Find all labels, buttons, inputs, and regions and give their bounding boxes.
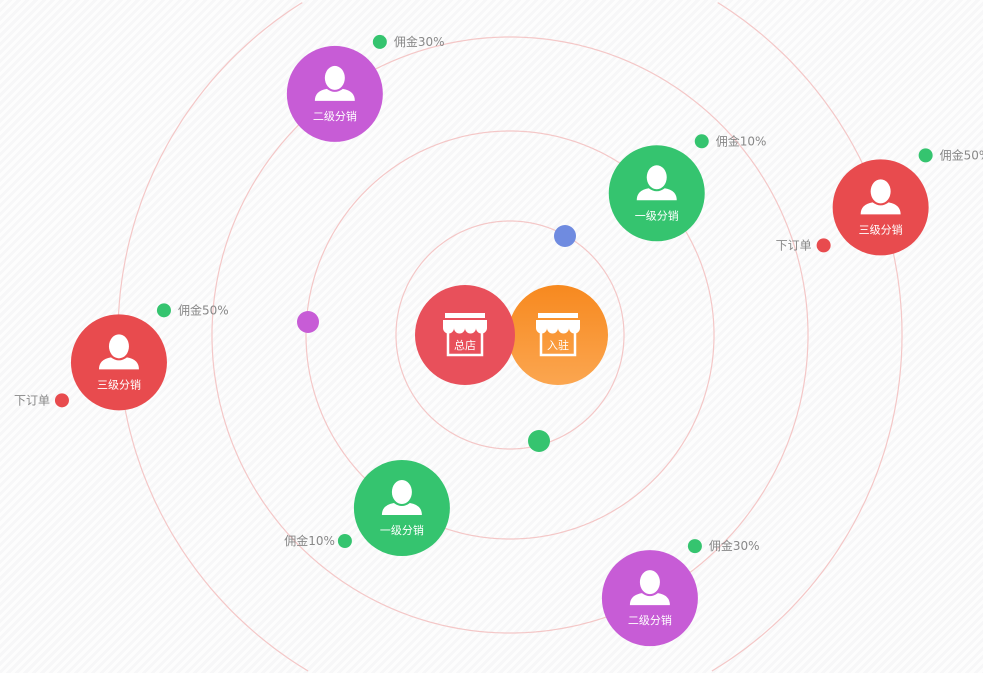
commission-dot (372, 34, 387, 49)
user-icon (98, 334, 139, 370)
distributor-node[interactable]: 一级分销 (353, 460, 450, 557)
user-icon (636, 165, 677, 201)
commission-dot (687, 539, 702, 554)
commission-label: 佣金10% (716, 133, 767, 148)
orbit-ring (305, 130, 715, 540)
order-badge: 下订单 (776, 238, 831, 253)
headquarters-node[interactable]: 总店 (415, 285, 515, 385)
distributor-node[interactable]: 二级分销 (286, 45, 383, 142)
orbit-dot (528, 430, 550, 452)
commission-badge: 佣金10% (694, 133, 767, 149)
order-label: 下订单 (776, 238, 812, 252)
user-icon (381, 480, 422, 516)
order-dot (816, 238, 831, 253)
node-label: 三级分销 (97, 377, 141, 391)
commission-label: 佣金10% (284, 533, 335, 548)
order-label: 下订单 (14, 393, 50, 407)
commission-dot (337, 534, 352, 549)
orbit-dot (297, 311, 319, 333)
store-label: 入驻 (547, 338, 569, 352)
user-icon (314, 65, 355, 101)
commission-badge: 佣金10% (284, 533, 352, 549)
store-icon (443, 313, 487, 357)
node-label: 一级分销 (380, 523, 424, 537)
commission-dot (156, 303, 171, 318)
order-badge: 下订单 (14, 393, 69, 408)
commission-badge: 佣金30% (372, 34, 445, 49)
commission-badge: 佣金50% (918, 147, 983, 163)
node-label: 一级分销 (635, 208, 679, 222)
node-label: 二级分销 (313, 109, 357, 123)
commission-label: 佣金50% (178, 302, 229, 317)
distributor-node[interactable]: 二级分销 (601, 550, 698, 647)
commission-badge: 佣金50% (156, 302, 229, 318)
commission-label: 佣金30% (394, 34, 445, 49)
user-icon (860, 179, 901, 215)
commission-label: 佣金30% (709, 538, 760, 553)
node-label: 二级分销 (628, 613, 672, 627)
commission-dot (694, 134, 709, 149)
distributor-node[interactable]: 一级分销 (608, 145, 705, 242)
commission-label: 佣金50% (940, 147, 983, 162)
orbit-dot (554, 225, 576, 247)
commission-dot (918, 148, 933, 163)
order-dot (54, 393, 69, 408)
distributor-node[interactable]: 三级分销 (832, 159, 929, 256)
node-label: 三级分销 (859, 222, 903, 236)
store-icon (536, 313, 580, 357)
distributor-node[interactable]: 三级分销 (70, 314, 167, 411)
join-store-node[interactable]: 入驻 (508, 285, 608, 385)
user-icon (629, 570, 670, 606)
commission-badge: 佣金30% (687, 538, 760, 554)
store-label: 总店 (454, 338, 476, 352)
